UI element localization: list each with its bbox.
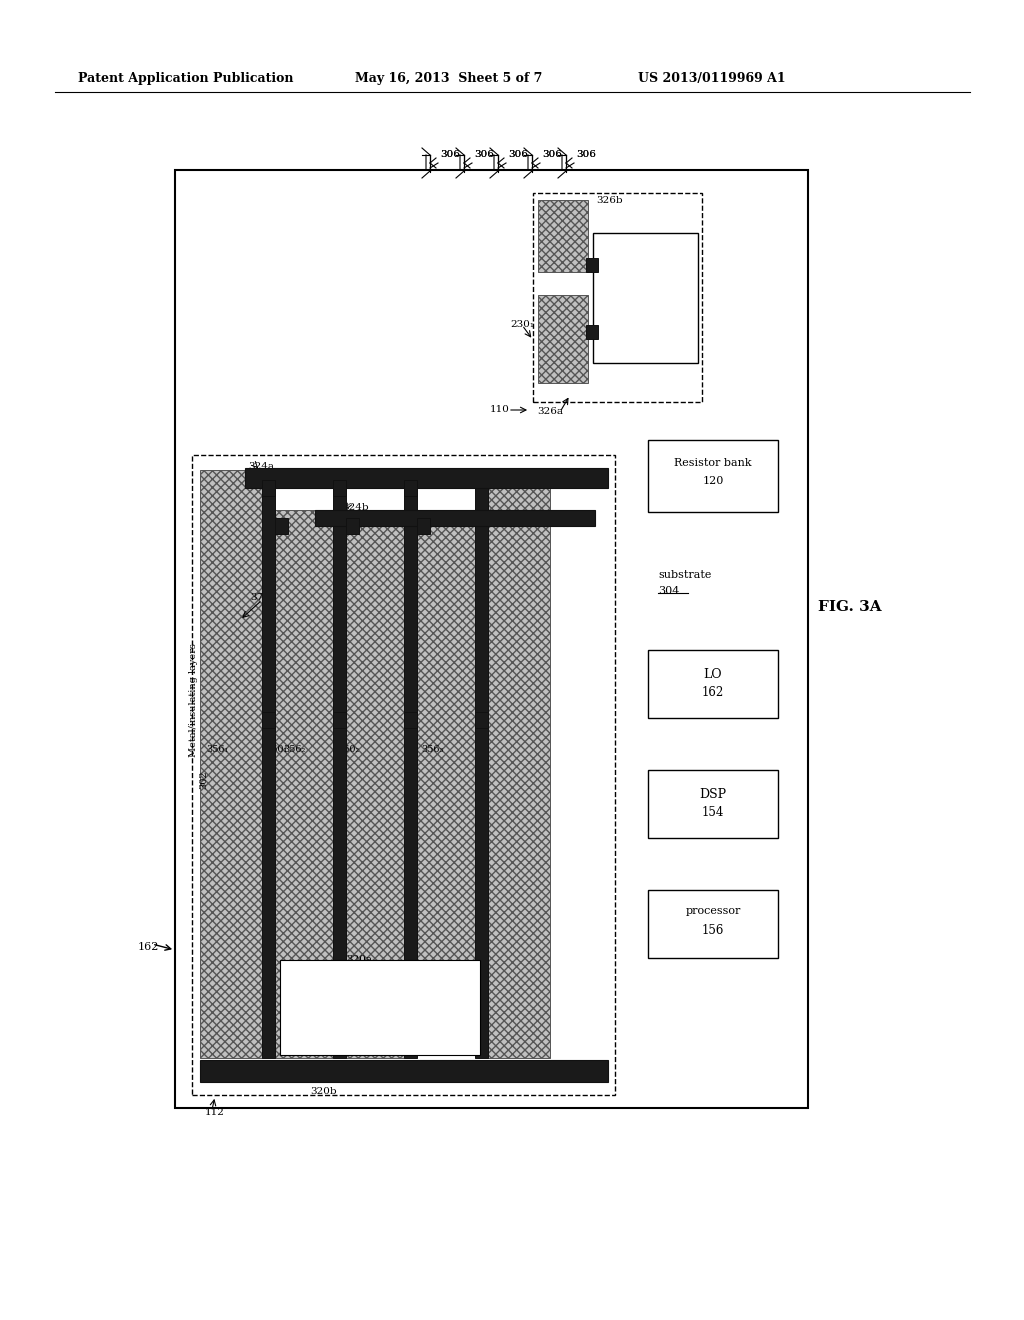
Bar (262, 480, 275, 496)
Text: Switches: Switches (618, 275, 672, 288)
Text: 326a: 326a (537, 407, 563, 416)
Bar (333, 480, 346, 496)
Bar (262, 470, 275, 1059)
Bar (346, 510, 404, 1059)
Bar (593, 234, 698, 363)
Bar (262, 711, 275, 729)
Text: 306: 306 (575, 150, 596, 158)
Bar (275, 510, 333, 1059)
Text: 306: 306 (474, 150, 494, 158)
Bar (538, 201, 588, 272)
Text: Patent Application Publication: Patent Application Publication (78, 73, 294, 84)
Bar (333, 711, 346, 729)
Text: 372: 372 (250, 593, 270, 602)
Text: 324b: 324b (342, 503, 369, 512)
Bar (275, 517, 288, 535)
Bar (586, 325, 598, 339)
Bar (193, 455, 615, 1096)
Text: 120: 120 (702, 477, 724, 486)
Text: DSP: DSP (699, 788, 727, 801)
Text: FIG. 3A: FIG. 3A (818, 601, 882, 614)
Text: 306: 306 (508, 150, 528, 158)
Text: 162: 162 (138, 942, 160, 952)
Bar (538, 294, 588, 383)
Bar (315, 510, 595, 525)
Bar (200, 470, 262, 1059)
Text: Metal/insulating layers: Metal/insulating layers (188, 643, 198, 756)
Text: May 16, 2013  Sheet 5 of 7: May 16, 2013 Sheet 5 of 7 (355, 73, 543, 84)
Bar (475, 470, 488, 1059)
Text: 324a: 324a (248, 462, 274, 471)
Text: 302: 302 (200, 770, 209, 788)
Bar (346, 517, 359, 535)
Bar (417, 517, 430, 535)
Text: 110: 110 (490, 405, 510, 414)
Text: 306: 306 (474, 150, 494, 158)
Bar (333, 470, 346, 1059)
Text: substrate: substrate (658, 570, 712, 579)
Text: 356₁: 356₁ (206, 744, 228, 754)
Text: 320b: 320b (310, 1086, 337, 1096)
Text: 320a: 320a (346, 954, 372, 964)
Text: 306: 306 (542, 150, 562, 158)
Text: 154: 154 (701, 807, 724, 818)
Text: 306: 306 (542, 150, 562, 158)
Bar (488, 470, 550, 1059)
Bar (534, 193, 702, 403)
Text: 306: 306 (440, 150, 460, 158)
Text: processor: processor (685, 906, 740, 916)
Text: 230₁: 230₁ (510, 319, 534, 329)
Text: 162: 162 (701, 686, 724, 700)
Bar (200, 1060, 608, 1082)
Bar (648, 440, 778, 512)
Text: 326b: 326b (596, 195, 623, 205)
Bar (404, 470, 417, 1059)
Text: 360₂: 360₂ (337, 744, 359, 754)
Bar (280, 960, 480, 1055)
Text: 306: 306 (575, 150, 596, 158)
Text: 112: 112 (205, 1107, 225, 1117)
Bar (175, 170, 808, 1107)
Bar (648, 649, 778, 718)
Bar (475, 711, 488, 729)
Text: Resistor bank: Resistor bank (674, 458, 752, 469)
Text: 306: 306 (508, 150, 528, 158)
Bar (648, 890, 778, 958)
Text: 236: 236 (634, 293, 656, 306)
Text: US 2013/0119969 A1: US 2013/0119969 A1 (638, 73, 785, 84)
Bar (586, 257, 598, 272)
Text: LO: LO (703, 668, 722, 681)
Bar (404, 480, 417, 496)
Text: 156: 156 (701, 924, 724, 937)
Text: 356₂: 356₂ (283, 744, 305, 754)
Text: 356₃: 356₃ (421, 744, 443, 754)
Bar (648, 770, 778, 838)
Bar (404, 711, 417, 729)
Bar (245, 469, 608, 488)
Text: 360₁: 360₁ (265, 744, 288, 754)
Bar (417, 510, 475, 1018)
Text: 304: 304 (658, 586, 679, 597)
Text: 306: 306 (440, 150, 460, 158)
